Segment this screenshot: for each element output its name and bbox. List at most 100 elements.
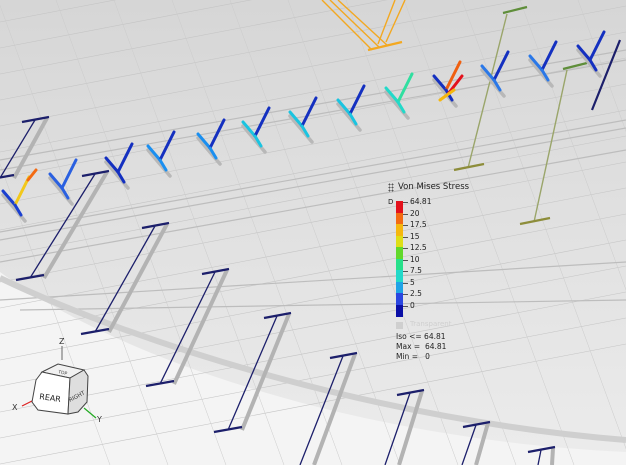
- drag-handle-icon[interactable]: [388, 183, 394, 192]
- stress-member: [540, 40, 558, 72]
- stress-member: [158, 130, 176, 162]
- stress-member: [348, 84, 366, 116]
- grid-line: [0, 0, 252, 49]
- stress-member: [104, 156, 120, 174]
- grid-line: [0, 343, 626, 465]
- frame-flange: [263, 311, 292, 320]
- grid-line: [0, 0, 117, 23]
- axis-y-line: [83, 407, 97, 419]
- stress-member: [208, 118, 226, 150]
- stress-member-shadow: [104, 160, 130, 190]
- stress-member-shadow: [1, 193, 27, 223]
- legend-value-label: 5: [410, 277, 415, 287]
- grid-line: [0, 4, 169, 465]
- legend-color-segment: [396, 224, 403, 236]
- frame-flange-olive: [562, 61, 588, 71]
- frame-shadow: [397, 390, 424, 465]
- grid-line: [0, 317, 626, 439]
- frame-shadow: [107, 223, 169, 333]
- cube-right-face[interactable]: [67, 369, 89, 415]
- frame-flange: [462, 420, 491, 429]
- stress-member: [492, 50, 510, 82]
- frame-flange: [396, 388, 425, 397]
- legend-value-label: 15: [410, 231, 420, 241]
- stress-member-peak: [438, 88, 456, 102]
- legend-tick: [403, 202, 408, 203]
- stress-member-shadow: [288, 114, 314, 144]
- grid-line: [577, 0, 626, 133]
- legend-tick: [403, 305, 408, 307]
- legend-value-label: 17.5: [410, 220, 427, 229]
- ground-plane-region: [0, 272, 626, 465]
- frame-shadow: [42, 170, 109, 280]
- stress-member: [300, 124, 310, 138]
- frame-flange-olive: [519, 216, 551, 226]
- grid-line: [0, 239, 626, 361]
- frame-shadow: [550, 447, 555, 465]
- stress-member-shadow: [146, 148, 172, 178]
- stress-member: [196, 132, 212, 150]
- legend-tick: [403, 225, 408, 226]
- stress-legend[interactable]: Von Mises Stress D 64.81 20 17.5 15 12.5 10 7.…: [388, 182, 469, 362]
- legend-color-segment: [396, 247, 403, 259]
- stress-member-shadow: [480, 68, 506, 98]
- stress-member: [208, 146, 218, 160]
- frame-web: [461, 424, 477, 465]
- stress-member-peak: [26, 168, 38, 182]
- legend-value-label: 10: [410, 254, 420, 264]
- legend-transparent-swatch: [396, 322, 403, 329]
- legend-value-label: 64.81: [410, 197, 432, 206]
- grid-line: [0, 5, 626, 127]
- stress-member: [158, 158, 168, 172]
- legend-color-segment: [396, 293, 403, 305]
- legend-color-segment: [396, 212, 403, 225]
- stress-member: [60, 186, 70, 200]
- frame-shadow: [12, 117, 49, 179]
- frame-web: [29, 173, 96, 279]
- legend-iso: Iso <= 64.81: [396, 332, 446, 341]
- legend-min: Min = 0: [396, 352, 430, 361]
- grid-line: [0, 213, 626, 335]
- legend-tick: [403, 236, 408, 238]
- frame-flange: [213, 425, 243, 434]
- frame-flange: [329, 351, 358, 360]
- stress-member-shadow: [576, 48, 602, 78]
- orange-member: [385, 0, 406, 43]
- stress-member: [300, 96, 318, 128]
- legend-color-segment: [396, 281, 403, 294]
- frame-flange-olive: [453, 162, 485, 172]
- frame-flange-olive: [502, 5, 528, 15]
- legend-tick: [403, 259, 408, 261]
- stress-member: [13, 203, 23, 217]
- stress-member: [384, 86, 400, 104]
- frame-web: [94, 225, 156, 333]
- orange-member: [367, 40, 403, 52]
- frame-flange: [527, 445, 556, 454]
- grid-line: [287, 0, 459, 465]
- stress-member: [528, 54, 544, 72]
- legend-color-segment: [396, 270, 403, 282]
- stress-member: [396, 72, 414, 104]
- frame-flange: [145, 379, 175, 388]
- stress-member-shadow: [336, 102, 362, 132]
- grid-line: [519, 0, 626, 291]
- stress-members: [1, 30, 606, 223]
- orange-member: [377, 0, 396, 45]
- grid-line: [0, 291, 626, 413]
- legend-value-label: 12.5: [410, 243, 427, 252]
- legend-value-label: 2.5: [410, 289, 422, 298]
- rail-line: [0, 127, 626, 241]
- legend-value-label: 7.5: [410, 266, 422, 275]
- frame-web: [0, 119, 36, 179]
- orange-member: [329, 0, 381, 49]
- legend-tick: [403, 213, 408, 215]
- axis-x-label: X: [12, 403, 18, 412]
- rail-line: [0, 59, 626, 171]
- stress-member-shadow: [432, 78, 458, 108]
- view-cube-icon[interactable]: Z X Y TOP REAR RIGHT: [8, 332, 118, 432]
- stress-member: [540, 68, 550, 82]
- legend-max: Max = 64.81: [396, 342, 447, 351]
- stress-member: [241, 120, 257, 138]
- stress-member-shadow: [48, 176, 74, 206]
